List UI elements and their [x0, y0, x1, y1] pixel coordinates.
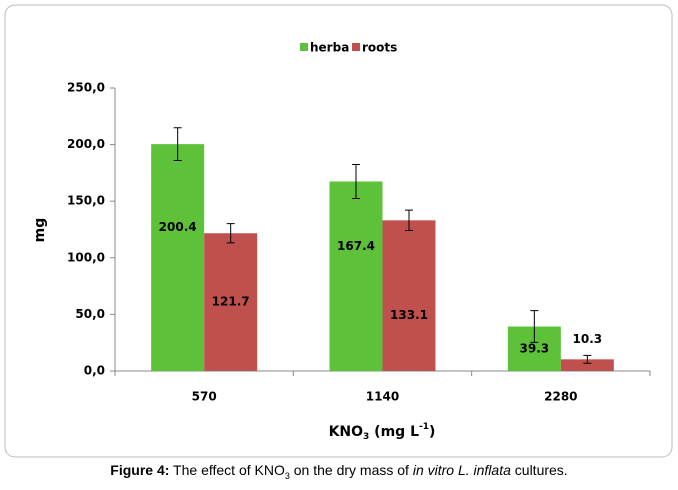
value-label: 167.4: [337, 239, 375, 253]
error-bar: [352, 164, 360, 199]
caption-label: Figure 4:: [110, 462, 170, 478]
bar: [329, 181, 383, 371]
x-label-part: (mg L: [369, 424, 419, 440]
x-label-sup: -1: [419, 422, 429, 432]
y-tick-label: 100,0: [67, 250, 105, 264]
caption-sub: 3: [284, 470, 290, 481]
value-label: 133.1: [390, 308, 428, 322]
legend-label: roots: [362, 41, 397, 55]
error-bar: [530, 310, 539, 343]
y-axis-label: mg: [32, 218, 48, 243]
y-tick-label: 0,0: [84, 364, 105, 378]
caption-italic: in vitro L. inflata: [412, 462, 511, 478]
x-axis-label: KNO3 (mg L-1): [329, 422, 436, 442]
value-label: 39.3: [520, 341, 550, 355]
bar: [560, 359, 614, 371]
x-tick-label: 570: [192, 390, 217, 404]
x-label-part: ): [429, 424, 435, 440]
caption-text: on the dry mass of: [289, 462, 413, 478]
caption: Figure 4: The effect of KNO3 on the dry …: [0, 462, 678, 481]
x-label-part: KNO: [329, 424, 364, 440]
value-label: 10.3: [573, 332, 603, 346]
value-label: 121.7: [212, 295, 250, 309]
bar: [151, 144, 205, 371]
y-tick-label: 200,0: [67, 137, 105, 151]
error-bar: [226, 223, 235, 244]
caption-text: The effect of KNO: [169, 462, 285, 478]
bar: [204, 233, 258, 371]
error-bar: [405, 209, 413, 232]
x-tick-label: 2280: [544, 390, 577, 404]
legend-swatch: [352, 43, 360, 51]
x-tick-label: 1140: [366, 390, 399, 404]
y-tick-label: 150,0: [67, 194, 105, 208]
chart: mg KNO3 (mg L-1) 0,0 50,0 100,0 150,0 200,0 2…: [4, 4, 673, 458]
legend-label: herba: [310, 41, 349, 55]
y-tick-label: 250,0: [67, 81, 105, 95]
value-label: 200.4: [159, 220, 197, 234]
caption-text: cultures.: [510, 462, 568, 478]
bar: [382, 220, 436, 371]
legend-swatch: [300, 43, 308, 51]
y-tick-label: 50,0: [75, 307, 105, 321]
x-label-sub: 3: [363, 432, 369, 442]
error-bar: [583, 354, 592, 364]
error-bar: [173, 127, 182, 162]
